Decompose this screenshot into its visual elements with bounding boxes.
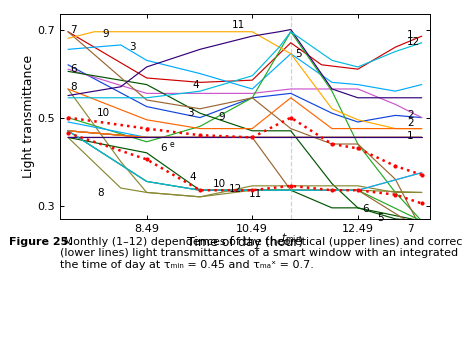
Text: 8: 8 bbox=[97, 188, 103, 198]
Text: 6: 6 bbox=[70, 64, 77, 74]
Text: 5: 5 bbox=[377, 213, 383, 223]
Text: 1: 1 bbox=[407, 30, 413, 40]
Text: 6: 6 bbox=[363, 204, 369, 214]
Text: 2: 2 bbox=[407, 118, 413, 128]
Text: 4: 4 bbox=[192, 79, 199, 90]
Text: 8: 8 bbox=[70, 82, 77, 92]
Y-axis label: Light transmittance: Light transmittance bbox=[22, 55, 35, 178]
Text: 6: 6 bbox=[160, 143, 167, 152]
Text: 11: 11 bbox=[231, 20, 245, 30]
Text: 3: 3 bbox=[187, 108, 194, 118]
Text: 7: 7 bbox=[407, 223, 413, 234]
Text: e: e bbox=[170, 140, 174, 149]
Text: 9: 9 bbox=[102, 29, 109, 39]
X-axis label: Time of day (hour): Time of day (hour) bbox=[187, 237, 303, 250]
Text: 4: 4 bbox=[189, 172, 196, 182]
Text: $t_{\rm min}$: $t_{\rm min}$ bbox=[280, 231, 301, 245]
Text: 2: 2 bbox=[407, 110, 413, 120]
Text: 12: 12 bbox=[229, 184, 242, 194]
Text: 7: 7 bbox=[70, 24, 77, 35]
Text: Figure 25.: Figure 25. bbox=[9, 237, 73, 246]
Text: 12: 12 bbox=[407, 37, 420, 47]
Text: Monthly (1–12) dependences of the theoretical (upper lines) and corrected
(lower: Monthly (1–12) dependences of the theore… bbox=[60, 237, 462, 270]
Text: 3: 3 bbox=[129, 42, 135, 52]
Text: 10: 10 bbox=[213, 179, 226, 189]
Text: 9: 9 bbox=[219, 112, 225, 122]
Text: 1: 1 bbox=[407, 131, 413, 141]
Text: 10: 10 bbox=[97, 108, 110, 118]
Text: 5: 5 bbox=[295, 49, 302, 59]
Text: 11: 11 bbox=[249, 189, 262, 199]
